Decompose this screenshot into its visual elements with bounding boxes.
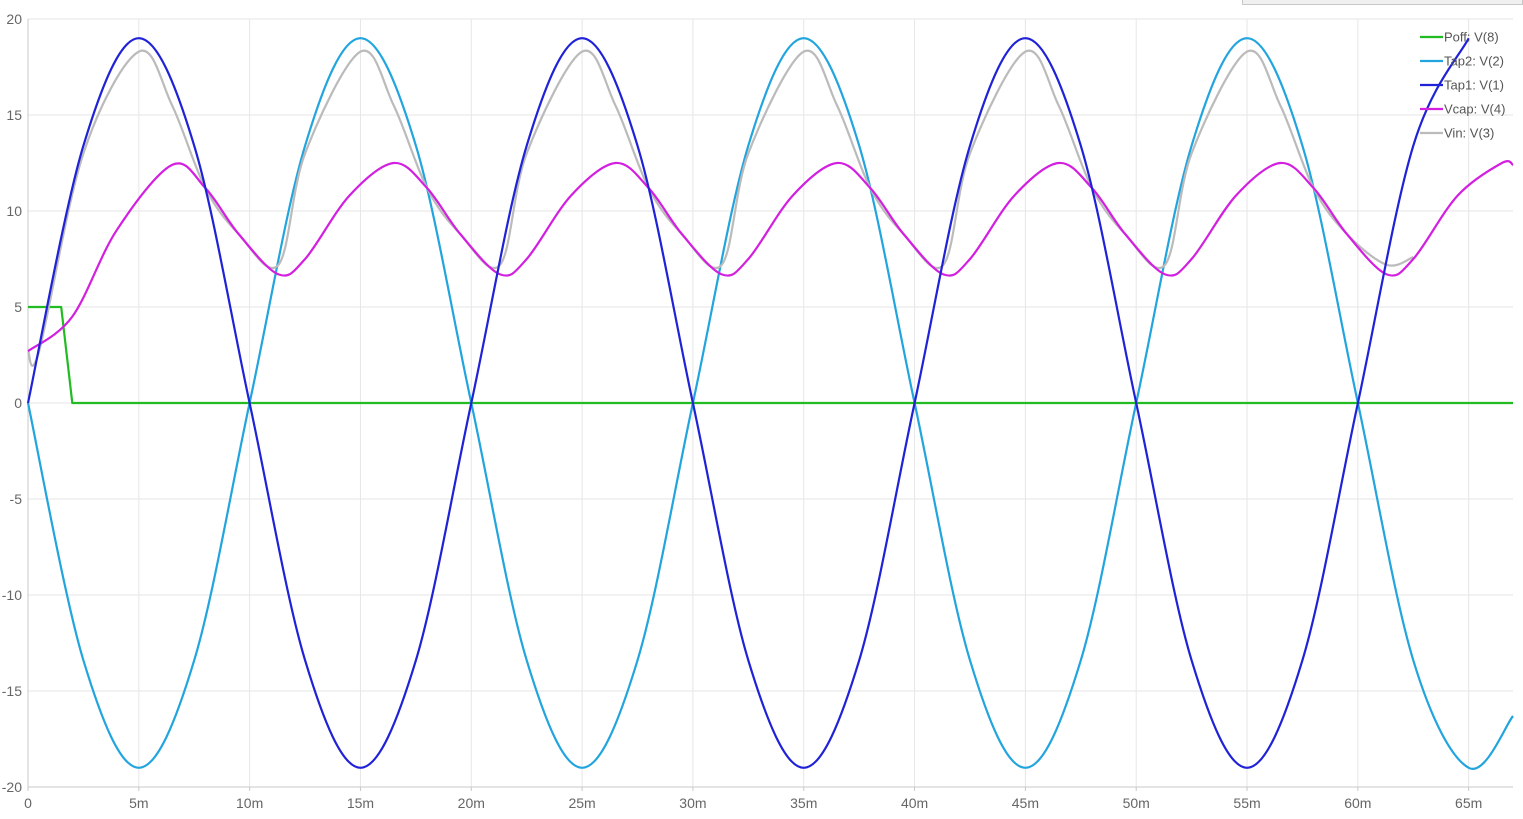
legend-label: Tap1: V(1) [1444,78,1504,93]
y-tick-label: 10 [6,203,22,219]
legend: Poff: V(8) Tap2: V(2) Tap1: V(1) Vcap: V(4)… [1420,30,1505,141]
y-tick-label: -10 [2,587,22,603]
series-line-vcap [27,160,1514,353]
series-lines [26,37,1514,770]
y-tick-label: 5 [14,299,22,315]
x-tick-label: 55m [1233,795,1260,811]
y-tick-label: 0 [14,395,22,411]
legend-label: Vin: V(3) [1444,126,1494,141]
series-line-tap2 [26,37,1514,770]
series-line-poff [28,305,1513,405]
legend-label: Tap2: V(2) [1444,54,1504,69]
y-tick-label: -15 [2,683,22,699]
y-tick-label: -5 [10,491,23,507]
x-tick-label: 50m [1123,795,1150,811]
axes: 0 5m 10m 15m 20m 25m 30m 35m 40m 45m 50m 55m 60m 65m 2… [2,11,1513,811]
x-tick-label: 15m [347,795,374,811]
series-line-vin [26,49,1414,367]
y-tick-label: -20 [2,779,22,795]
x-tick-label: 65m [1455,795,1482,811]
series-line-tap1 [26,37,1470,769]
x-tick-label: 45m [1012,795,1039,811]
x-tick-label: 35m [790,795,817,811]
x-tick-label: 20m [458,795,485,811]
x-tick-label: 30m [679,795,706,811]
x-tick-label: 40m [901,795,928,811]
y-tick-label: 15 [6,107,22,123]
x-tick-label: 5m [129,795,148,811]
legend-label: Vcap: V(4) [1444,102,1505,117]
x-tick-label: 10m [236,795,263,811]
x-tick-label: 60m [1344,795,1371,811]
legend-label: Poff: V(8) [1444,30,1499,45]
x-tick-label: 0 [24,795,32,811]
y-tick-label: 20 [6,11,22,27]
x-tick-label: 25m [568,795,595,811]
